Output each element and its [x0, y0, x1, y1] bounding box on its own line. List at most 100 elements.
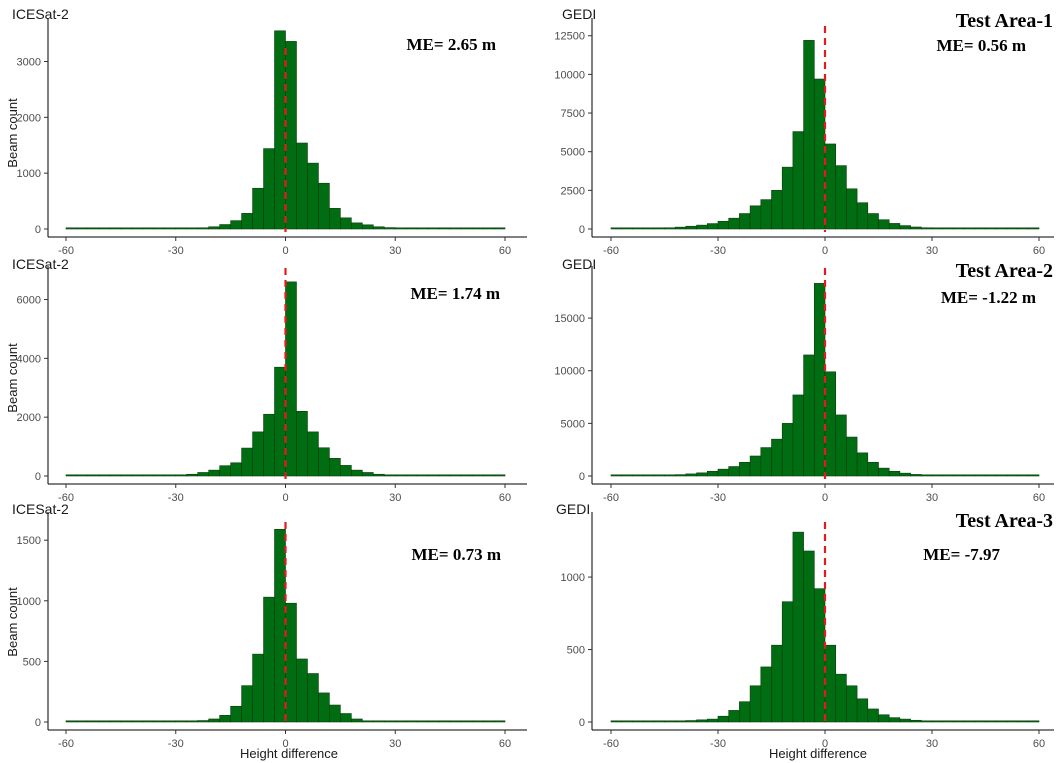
panel-title: ICESat-2	[12, 256, 69, 272]
histogram-bar	[482, 227, 495, 230]
histogram-bar	[318, 447, 330, 477]
histogram-bar	[460, 227, 473, 230]
histogram-bar	[372, 720, 385, 723]
panel-title: ICESat-2	[12, 501, 69, 517]
histogram-bar	[98, 720, 111, 723]
histogram-bar	[867, 708, 879, 723]
x-axis: -60 -30 0 30 60	[592, 236, 1054, 257]
histogram-bar	[274, 528, 286, 723]
histogram-bar	[813, 78, 826, 230]
histogram-bar	[449, 227, 462, 230]
histogram-bar	[685, 720, 697, 723]
histogram-bar	[372, 473, 385, 477]
y-tick-label: 1000	[17, 168, 41, 180]
histogram-bar	[296, 658, 308, 723]
histogram-bar	[781, 166, 794, 230]
histogram-bar	[792, 131, 804, 230]
histogram-bar	[824, 143, 836, 230]
histogram-bar	[717, 715, 729, 723]
histogram-bar	[739, 213, 751, 230]
histogram-bar	[197, 472, 209, 477]
histogram-bar	[87, 227, 100, 230]
x-tick-label: 0	[822, 738, 828, 750]
histogram-bar	[394, 227, 407, 230]
histogram-bar	[296, 410, 308, 477]
histogram-bar	[274, 30, 286, 230]
x-tick-label: -30	[168, 492, 184, 504]
y-tick-label: 500	[23, 656, 41, 668]
histogram-bar	[803, 354, 815, 477]
x-tick-label: 30	[389, 245, 401, 257]
histogram-bar	[131, 474, 144, 477]
histogram-bar	[878, 467, 890, 477]
histogram-bar	[252, 187, 264, 230]
histogram-bar	[65, 720, 78, 723]
histogram-bar	[728, 710, 740, 723]
x-tick-label: 60	[499, 738, 511, 750]
x-tick-label: 0	[282, 738, 288, 750]
histogram-bar	[792, 531, 804, 723]
histogram-bar	[653, 720, 665, 723]
histogram-bar	[920, 474, 933, 477]
y-axis-label: Beam count	[5, 343, 20, 413]
panel-title: GEDI	[562, 256, 596, 272]
histogram-bar	[856, 452, 869, 477]
y-axis: 0 2000 4000 6000	[17, 266, 49, 484]
histogram-bar	[252, 431, 264, 477]
me-annotation: ME= -7.97	[923, 545, 1000, 564]
histogram-bar	[362, 472, 374, 477]
histogram-bar	[263, 413, 275, 477]
histogram-bar	[642, 720, 655, 723]
histogram-bar	[197, 720, 209, 723]
histogram-bar	[230, 462, 242, 477]
histogram-bar	[632, 227, 644, 230]
histogram-bar	[405, 720, 418, 723]
me-annotation: ME= 2.65 m	[407, 35, 496, 54]
x-tick-label: 30	[926, 738, 938, 750]
histogram-bar	[186, 473, 198, 477]
histogram-bar	[493, 227, 506, 230]
histogram-bars	[610, 283, 1040, 477]
x-tick-label: -30	[710, 738, 726, 750]
y-axis-label: Beam count	[5, 98, 20, 168]
histogram-bar	[878, 219, 890, 230]
histogram-bar	[610, 227, 622, 230]
x-tick-label: -30	[710, 492, 726, 504]
histogram-bar	[219, 715, 231, 723]
me-annotation: ME= 0.56 m	[937, 36, 1026, 55]
histogram-bar	[610, 474, 622, 477]
histogram-bar	[739, 701, 751, 723]
panel-icesat2-area3: ICESat-2 ME= 0.73 m Beam count Height di…	[5, 501, 527, 761]
histogram-bar	[867, 462, 879, 477]
histogram-bar	[241, 213, 253, 230]
x-tick-label: -60	[58, 492, 74, 504]
histogram-bar	[427, 227, 440, 230]
histogram-bar	[307, 673, 319, 723]
histogram-bar	[351, 718, 363, 723]
x-tick-label: -30	[168, 738, 184, 750]
histogram-bar	[131, 227, 144, 230]
histogram-bar	[664, 720, 676, 723]
histogram-bar	[394, 720, 407, 723]
histogram-bar	[920, 227, 933, 230]
y-tick-label: 0	[35, 224, 41, 236]
histogram-bar	[318, 692, 330, 723]
histogram-bar	[87, 474, 100, 477]
histogram-bar	[760, 199, 772, 230]
histogram-bar	[65, 227, 78, 230]
panel-title: GEDI	[556, 501, 590, 517]
x-tick-label: -30	[710, 245, 726, 257]
histogram-bar	[749, 685, 762, 723]
x-tick-label: 0	[822, 245, 828, 257]
histogram-bar	[674, 720, 687, 723]
y-tick-label: 7500	[561, 108, 585, 120]
histogram-bar	[621, 720, 633, 723]
y-tick-label: 2500	[561, 185, 585, 197]
histogram-bar	[164, 227, 177, 230]
x-tick-label: 60	[499, 245, 511, 257]
y-tick-label: 12500	[554, 31, 585, 43]
histogram-bar	[749, 455, 762, 477]
histogram-bar	[621, 227, 633, 230]
test-area-label: Test Area-3	[956, 510, 1053, 532]
histogram-bar	[813, 283, 826, 477]
